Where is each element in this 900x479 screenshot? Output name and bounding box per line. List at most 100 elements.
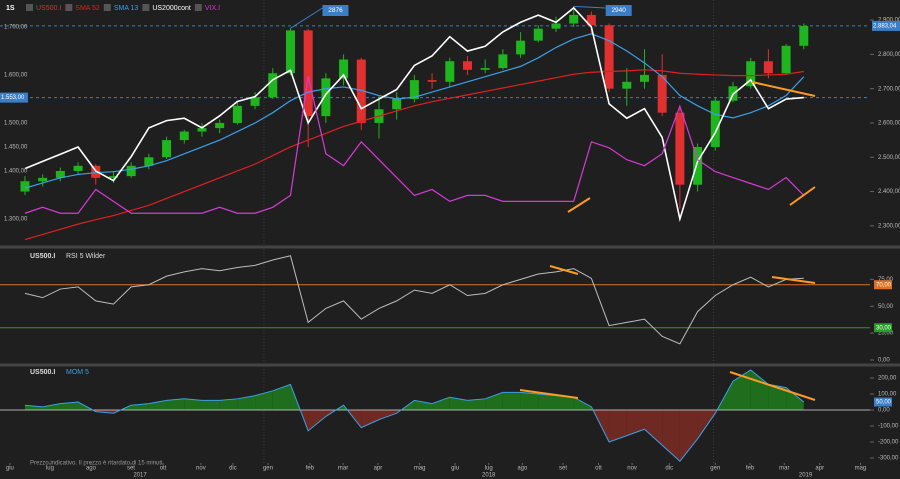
mom-area xyxy=(644,410,663,446)
mom-area xyxy=(732,370,751,411)
y-tick-label: 0,00 xyxy=(878,358,890,364)
candle-body xyxy=(657,74,667,113)
x-tick-label: giu xyxy=(6,466,14,472)
y-tick-label: 75,00 xyxy=(878,277,894,283)
timeframe[interactable]: 1S xyxy=(6,5,15,12)
candle-body xyxy=(551,23,561,29)
legend-swatch xyxy=(26,4,33,11)
mom-area xyxy=(60,402,79,411)
x-tick-label: ott xyxy=(160,466,167,472)
panel-title: US500.I xyxy=(30,369,55,376)
year-label: 2017 xyxy=(133,473,147,479)
price-box xyxy=(0,92,28,103)
mom-area xyxy=(166,398,185,411)
mom-area xyxy=(378,410,397,420)
price-label: 2.883,04 xyxy=(873,23,897,29)
last-label: 50,00 xyxy=(876,400,892,406)
x-tick-label: mar xyxy=(779,466,789,472)
x-tick-label: gen xyxy=(710,466,720,472)
candle-body xyxy=(462,61,472,70)
trendline xyxy=(751,81,816,97)
candle-body xyxy=(55,170,65,178)
candle-body xyxy=(232,105,242,123)
x-tick-label: lug xyxy=(46,466,54,472)
x-tick-label: set xyxy=(127,466,135,472)
y-tick-label: -100,00 xyxy=(878,424,899,430)
callout-box xyxy=(322,5,349,16)
candle-body xyxy=(303,30,313,117)
y-tick-label: 25,00 xyxy=(878,331,894,337)
series-line xyxy=(24,69,804,241)
y2-tick-label: 1.600,00 xyxy=(4,73,28,79)
y-tick-label: 2.800,00 xyxy=(878,52,900,58)
y-tick-label: -300,00 xyxy=(878,456,899,462)
mom-area xyxy=(502,392,521,411)
candle-body xyxy=(586,14,596,26)
candle-body xyxy=(73,165,83,171)
mom-area xyxy=(308,410,326,431)
x-tick-label: ago xyxy=(86,466,97,472)
y-tick-label: 2.500,00 xyxy=(878,155,900,161)
x-tick-label: mag xyxy=(414,466,426,472)
x-tick-label: feb xyxy=(306,466,315,472)
price-box xyxy=(872,20,900,31)
series-line xyxy=(24,76,805,214)
y-tick-label: 0,00 xyxy=(878,408,890,414)
price-label: 1.553,00 xyxy=(1,95,25,101)
mom-area xyxy=(609,410,627,443)
series-line xyxy=(24,6,804,223)
y-tick-label: 2.700,00 xyxy=(878,86,900,92)
y-tick-label: 100,00 xyxy=(878,392,897,398)
candle-body xyxy=(639,74,649,82)
candle-body xyxy=(179,131,189,141)
mom-area xyxy=(432,397,450,411)
mom-area xyxy=(573,397,592,411)
callout-leader xyxy=(573,5,606,9)
candle-body xyxy=(268,73,278,98)
x-tick-label: feb xyxy=(746,466,755,472)
legend-entry: SMA 52 xyxy=(75,5,100,12)
level-box xyxy=(874,323,892,333)
callout-leader xyxy=(290,7,323,29)
year-label: 2019 xyxy=(799,473,813,479)
x-tick-label: ago xyxy=(517,466,528,472)
candle-body xyxy=(781,45,791,74)
candle-body xyxy=(321,78,331,117)
trendline xyxy=(729,371,816,401)
candle-body xyxy=(409,80,419,99)
trendline xyxy=(519,389,579,399)
mom-area xyxy=(626,410,645,436)
mom-area xyxy=(467,398,486,411)
y2-tick-label: 1.300,00 xyxy=(4,217,28,223)
y-tick-label: 2.300,00 xyxy=(878,223,900,229)
legend-swatch xyxy=(65,4,73,11)
x-tick-label: set xyxy=(559,466,567,472)
mom-line xyxy=(24,369,805,462)
mom-area xyxy=(237,395,256,411)
candle-body xyxy=(710,100,720,147)
y2-tick-label: 1.700,00 xyxy=(4,25,28,31)
candle-body xyxy=(38,177,48,182)
mom-area xyxy=(201,400,220,411)
legend-entry: SMA 13 xyxy=(114,5,139,12)
trendline xyxy=(549,265,579,275)
legend-swatch xyxy=(194,4,202,11)
mom-area xyxy=(786,387,804,411)
candle-body xyxy=(622,81,632,89)
mom-area xyxy=(662,410,680,462)
mom-area xyxy=(42,403,61,411)
candle-body xyxy=(693,146,703,185)
candle-body xyxy=(427,80,437,82)
mom-area xyxy=(538,394,556,411)
rsi-line xyxy=(24,255,804,345)
x-tick-label: mar xyxy=(338,466,348,472)
mom-area xyxy=(520,392,539,411)
candle-body xyxy=(144,157,154,166)
level-box xyxy=(874,280,892,290)
mom-area xyxy=(679,410,698,462)
x-tick-label: nov xyxy=(196,466,206,472)
x-tick-label: apr xyxy=(815,466,824,472)
candle-body xyxy=(799,25,809,46)
candle-body xyxy=(675,112,685,185)
